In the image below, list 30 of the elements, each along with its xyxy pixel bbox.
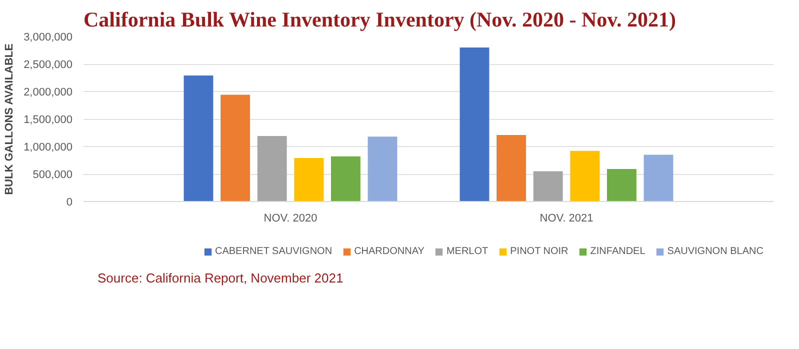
y-tick-label: 0 bbox=[66, 196, 73, 208]
source-note: Source: California Report, November 2021 bbox=[98, 270, 344, 286]
bar bbox=[184, 76, 214, 202]
y-tick-label: 1,500,000 bbox=[24, 114, 72, 126]
bar bbox=[460, 48, 490, 202]
legend-label: PINOT NOIR bbox=[510, 246, 568, 257]
y-tick-label: 2,500,000 bbox=[24, 59, 72, 71]
legend-label: CABERNET SAUVIGNON bbox=[215, 246, 332, 257]
bar bbox=[257, 136, 287, 202]
bar bbox=[220, 94, 250, 202]
bar bbox=[294, 158, 324, 202]
y-tick-label: 1,000,000 bbox=[24, 142, 72, 154]
legend-label: MERLOT bbox=[446, 246, 488, 257]
y-axis-title: BULK GALLONS AVAILABLE bbox=[4, 44, 16, 195]
bar bbox=[330, 156, 360, 202]
y-tick-label: 500,000 bbox=[32, 169, 73, 181]
x-tick-label: NOV. 2021 bbox=[540, 212, 594, 224]
bar bbox=[644, 154, 674, 202]
bar bbox=[570, 150, 600, 202]
bar bbox=[368, 136, 398, 202]
y-tick-label: 2,000,000 bbox=[24, 86, 72, 98]
legend-label: CHARDONNAY bbox=[354, 246, 424, 257]
bar bbox=[496, 134, 526, 202]
bar bbox=[533, 171, 563, 202]
x-tick-label: NOV. 2020 bbox=[264, 212, 318, 224]
legend-label: SAUVIGNON BLANC bbox=[667, 246, 764, 257]
legend-label: ZINFANDEL bbox=[590, 246, 646, 257]
y-tick-label: 3,000,000 bbox=[24, 32, 72, 44]
bar bbox=[606, 169, 636, 202]
chart-title: California Bulk Wine Inventory Inventory (Nov. 2020 - Nov. 2021) bbox=[84, 8, 676, 32]
